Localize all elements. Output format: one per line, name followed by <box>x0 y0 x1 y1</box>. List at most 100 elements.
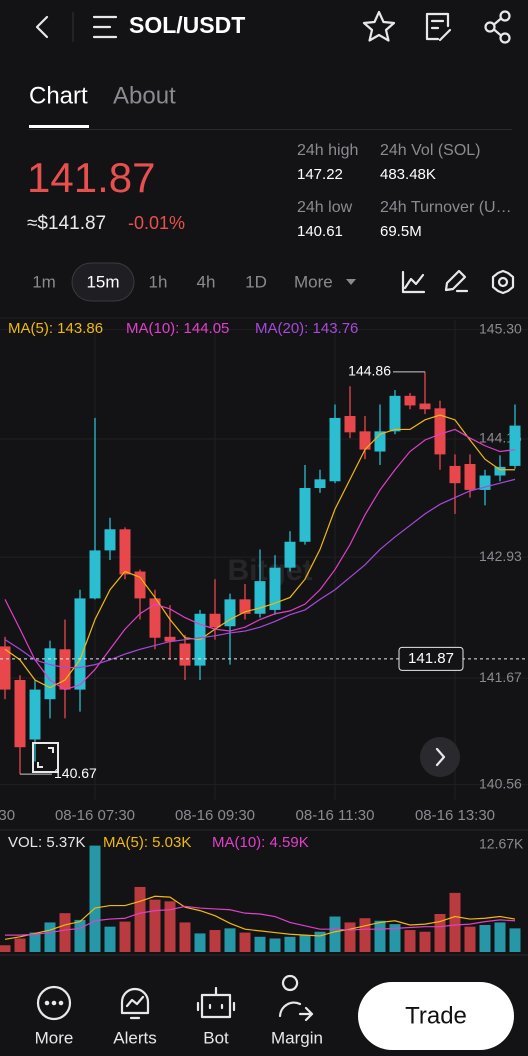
x-tick-label: 08-16 09:30 <box>175 807 255 824</box>
candle-body <box>0 646 11 690</box>
candle-body <box>254 581 266 614</box>
candle-body <box>419 403 431 410</box>
legend-entry: MA(20): 143.76 <box>255 320 358 337</box>
nav-alerts-icon[interactable] <box>120 987 150 1020</box>
candle-body <box>464 464 476 490</box>
ma-line <box>4 414 515 689</box>
nav-bot-icon[interactable] <box>196 986 236 1019</box>
interval-more[interactable]: More <box>294 272 333 291</box>
legend-entry: MA(10): 4.59K <box>212 834 309 851</box>
tab-chart[interactable]: Chart <box>29 82 88 109</box>
nav-label[interactable]: More <box>35 1028 74 1047</box>
volume-bar <box>44 922 56 952</box>
nav-label[interactable]: Margin <box>271 1028 323 1047</box>
notes-icon[interactable] <box>425 12 452 42</box>
stat-value: 140.61 <box>297 223 343 240</box>
volume-bar <box>329 916 341 952</box>
legend-entry: MA(5): 5.03K <box>103 834 191 851</box>
stat-label: 24h Vol (SOL) <box>380 142 481 159</box>
candle-body <box>104 529 116 551</box>
trade-label[interactable]: Trade <box>405 1002 467 1029</box>
candle-body <box>389 395 401 432</box>
volume-bar <box>299 935 311 952</box>
volume-bar <box>494 922 506 952</box>
interval-button[interactable]: 4h <box>197 272 216 291</box>
y-tick-label: 142.93 <box>479 548 522 564</box>
candle-body <box>299 488 311 542</box>
x-tick-label: 08-16 05:30 <box>0 807 15 824</box>
candle-body <box>239 599 251 614</box>
x-tick-label: 08-16 13:30 <box>415 807 495 824</box>
volume-bar <box>254 936 266 952</box>
volume-bar <box>284 936 296 952</box>
candle-body <box>449 465 461 484</box>
interval-button[interactable]: 15m <box>86 272 119 291</box>
interval-selected <box>71 262 135 302</box>
favorite-icon[interactable] <box>362 10 396 42</box>
scroll-latest-button[interactable] <box>420 737 460 777</box>
volume-bar <box>164 901 176 952</box>
candle-body <box>269 567 281 610</box>
fullscreen-button[interactable] <box>32 742 59 773</box>
trade-button[interactable] <box>358 982 514 1050</box>
share-icon[interactable] <box>484 10 511 44</box>
stat-value: 147.22 <box>297 166 343 183</box>
candle-body <box>44 648 56 700</box>
volume-bar <box>314 931 326 952</box>
volume-bar <box>434 913 446 952</box>
y-tick-label: 140.56 <box>479 775 522 791</box>
interval-button[interactable]: 1D <box>245 272 267 291</box>
interval-button[interactable]: 1h <box>149 272 168 291</box>
volume-ma-line <box>5 905 516 936</box>
candle-body <box>284 541 296 568</box>
y-tick-label: 145.30 <box>479 320 522 336</box>
volume-bar <box>29 932 41 952</box>
volume-bar <box>0 945 11 952</box>
candle-body <box>29 689 41 740</box>
interval-button[interactable]: 1m <box>32 272 56 291</box>
settings-icon[interactable] <box>491 269 515 295</box>
nav-label[interactable]: Alerts <box>113 1028 156 1047</box>
candle-body <box>209 613 221 628</box>
volume-bar <box>179 922 191 952</box>
candle-body <box>479 475 491 490</box>
indicator-icon[interactable] <box>401 270 426 294</box>
candle-body <box>149 598 161 638</box>
candle-body <box>179 643 191 666</box>
volume-bar <box>134 886 146 952</box>
volume-bar <box>374 920 386 952</box>
nav-margin-icon[interactable] <box>278 974 314 1022</box>
volume-chart: 12.67K VOL: 5.37K MA(5): 5.03K MA(10): 4.59… <box>0 834 524 952</box>
tab-about[interactable]: About <box>113 82 176 109</box>
candle-body <box>359 431 371 450</box>
volume-bar <box>104 926 116 952</box>
candle-body <box>14 680 26 748</box>
candle-body <box>89 550 101 599</box>
dropdown-arrow <box>346 279 356 285</box>
y-tick-label: 141.67 <box>479 669 522 685</box>
candle-body <box>314 479 326 488</box>
draw-icon[interactable] <box>444 269 469 293</box>
nav-label[interactable]: Bot <box>203 1028 229 1047</box>
candle-body <box>509 425 521 466</box>
min-label: 140.67 <box>54 765 97 781</box>
nav-more-icon[interactable] <box>36 985 72 1021</box>
tab-indicator <box>29 125 89 128</box>
volume-bar <box>149 899 161 952</box>
stat-label: 24h high <box>297 142 358 159</box>
candle-body <box>134 571 146 599</box>
menu-icon[interactable] <box>92 15 118 39</box>
volume-bar <box>59 913 71 952</box>
back-button[interactable] <box>35 15 49 39</box>
volume-bar <box>344 922 356 952</box>
stat-label: 24h low <box>297 199 353 216</box>
usd-price: ≈$141.87 <box>27 213 106 234</box>
volume-bar <box>479 924 491 952</box>
candle-body <box>164 636 176 642</box>
last-price-label: 141.87 <box>408 650 454 667</box>
volume-bar <box>449 892 461 952</box>
volume-ma-line <box>4 895 516 940</box>
volume-bar <box>74 919 86 952</box>
